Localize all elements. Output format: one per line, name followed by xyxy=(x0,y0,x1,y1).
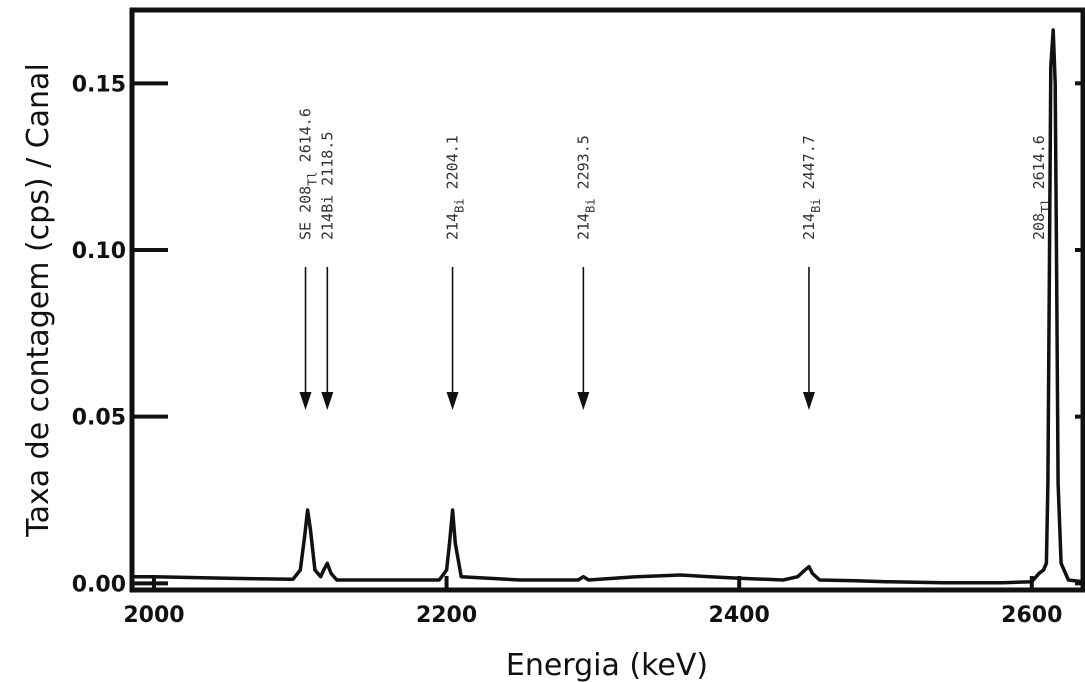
peak-label: 214Bi 2118.5 xyxy=(318,132,336,240)
peak-label: 214Bi 2293.5 xyxy=(574,135,597,240)
y-tick-label: 0.00 xyxy=(72,572,126,597)
x-tick-label: 2000 xyxy=(123,603,184,628)
x-tick-label: 2400 xyxy=(709,603,770,628)
x-tick-label: 2200 xyxy=(416,603,477,628)
arrow-head xyxy=(802,392,815,410)
x-tick-label: 2600 xyxy=(1001,603,1062,628)
arrow-head xyxy=(446,392,459,410)
peak-label: SE 208Tl 2614.6 xyxy=(297,108,320,240)
arrow-head xyxy=(299,392,312,410)
arrow-head xyxy=(577,392,590,410)
peak-label: 208Tl 2614.6 xyxy=(1030,135,1053,240)
peak-label: 214Bi 2204.1 xyxy=(444,135,467,240)
y-tick-label: 0.10 xyxy=(72,239,126,264)
peak-label: 214Bi 2447.7 xyxy=(800,135,823,240)
spectrum-line xyxy=(132,28,1084,585)
y-tick-label: 0.05 xyxy=(72,406,126,431)
plot-frame xyxy=(129,7,1085,593)
arrow-head xyxy=(321,392,334,410)
x-axis-title: Energia (keV) xyxy=(506,648,708,682)
y-tick-label: 0.15 xyxy=(72,72,126,97)
y-axis-title: Taxa de contagem (cps) / Canal xyxy=(21,63,56,538)
